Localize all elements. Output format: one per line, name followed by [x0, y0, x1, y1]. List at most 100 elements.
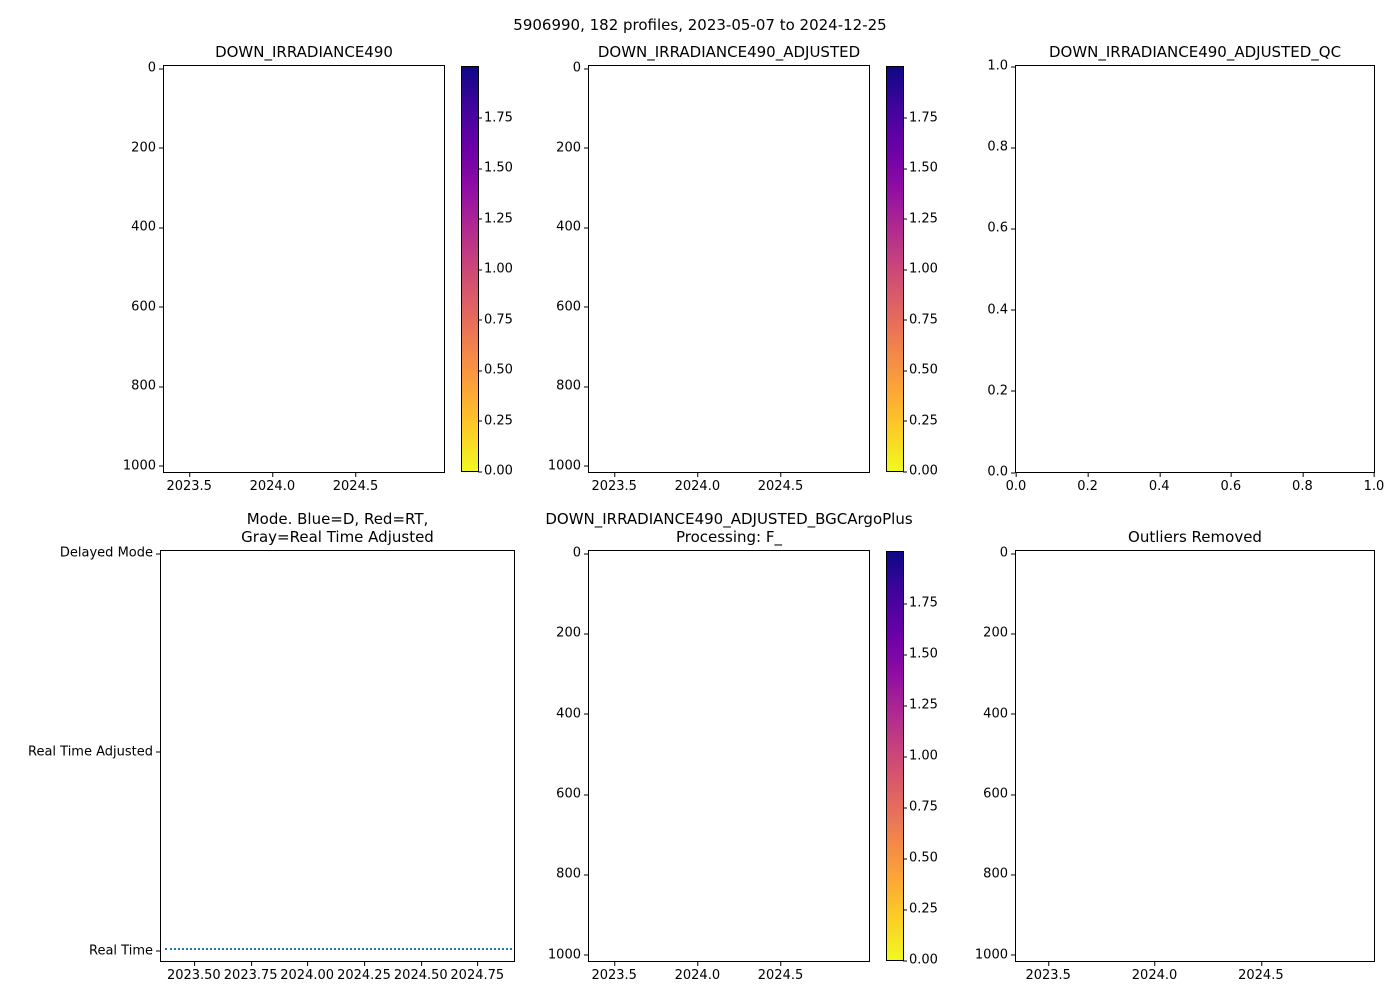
y-tick-label: 400 — [556, 219, 588, 235]
subplot-down-irradiance490-adjusted: DOWN_IRRADIANCE490_ADJUSTED 0 200 400 60… — [548, 43, 938, 494]
x-tick-label: 2024.5 — [757, 473, 804, 494]
colorbar: 0.00 0.25 0.50 0.75 1.00 1.25 1.50 1.75 — [886, 66, 938, 479]
y-tick-label: 600 — [556, 299, 588, 315]
y-tick-label: 800 — [556, 378, 588, 394]
subplot-title: Outliers Removed — [1128, 528, 1262, 546]
subplot-title-line: DOWN_IRRADIANCE490_ADJUSTED_BGCArgoPlus — [545, 510, 913, 528]
y-tick-label: 0 — [147, 60, 164, 76]
colorbar-tick-label: 1.00 — [478, 261, 513, 277]
colorbar-tick-label: 1.00 — [903, 261, 938, 277]
y-tick-label: 0.2 — [987, 383, 1015, 399]
colorbar-tick-label: 1.50 — [903, 160, 938, 176]
colorbar-tick-label: 1.75 — [903, 110, 938, 125]
x-tick-label: 2024.00 — [280, 962, 335, 983]
colorbar-tick-label: 0.50 — [903, 362, 938, 378]
subplot-title: DOWN_IRRADIANCE490_ADJUSTED_QC — [1049, 43, 1341, 61]
subplot-title-line: DOWN_IRRADIANCE490 — [215, 43, 393, 61]
subplot-title: Mode. Blue=D, Red=RT, Gray=Real Time Adj… — [241, 510, 434, 546]
x-tick-label: 2024.5 — [757, 962, 804, 983]
x-tick-label: 0.2 — [1077, 473, 1098, 494]
subplot-title: DOWN_IRRADIANCE490_ADJUSTED_BGCArgoPlus … — [545, 510, 912, 546]
x-tick-label: 2024.50 — [393, 962, 448, 983]
x-tick-label: 0.6 — [1220, 473, 1242, 494]
colorbar-tick-label: 0.25 — [903, 413, 938, 428]
y-tick-label: 800 — [556, 866, 588, 882]
y-tick-label: Real Time — [89, 943, 160, 959]
y-tick-label: 600 — [556, 786, 588, 802]
x-tick-label: 2024.0 — [674, 473, 721, 494]
x-tick-label: 2024.0 — [674, 962, 721, 983]
colorbar-tick-label: 0.75 — [903, 312, 938, 327]
colorbar-tick-label: 0.50 — [478, 362, 513, 378]
subplot-title: DOWN_IRRADIANCE490 — [215, 43, 393, 61]
colorbar-tick-label: 0.75 — [478, 312, 513, 327]
y-tick-label: 400 — [131, 219, 163, 235]
x-tick-label: 2024.0 — [1131, 962, 1178, 983]
y-tick-label: 0 — [572, 545, 589, 561]
figure-title: 5906990, 182 profiles, 2023-05-07 to 202… — [513, 16, 887, 34]
y-tick-label: 200 — [131, 140, 163, 156]
y-tick-label: 800 — [983, 866, 1015, 882]
colorbar-tick-label: 0.00 — [903, 463, 938, 479]
y-tick-label: 1.0 — [987, 58, 1015, 74]
x-tick-label: 2023.5 — [591, 473, 637, 494]
x-tick-label: 2024.5 — [332, 473, 379, 494]
y-tick-label: 0 — [572, 60, 589, 76]
colorbar-tick-label: 1.25 — [903, 211, 938, 226]
y-tick-label: 200 — [556, 140, 588, 156]
subplot-down-irradiance490-adjusted-qc: DOWN_IRRADIANCE490_ADJUSTED_QC 1.0 0.8 0… — [987, 43, 1384, 494]
x-tick-label: 2023.5 — [166, 473, 212, 494]
y-tick-label: 1000 — [547, 947, 589, 963]
subplot-title-line: DOWN_IRRADIANCE490_ADJUSTED — [597, 43, 861, 61]
colorbar-tick-label: 1.75 — [903, 595, 938, 611]
realtime-mode-line — [164, 947, 513, 950]
y-tick-label: 200 — [556, 625, 588, 641]
colorbar-tick-label: 1.25 — [478, 211, 513, 226]
y-tick-label: Real Time Adjusted — [28, 744, 160, 760]
subplot-mode: Mode. Blue=D, Red=RT, Gray=Real Time Adj… — [28, 510, 515, 983]
colorbar-tick-label: 1.75 — [478, 110, 513, 125]
x-tick-label: 2023.50 — [166, 962, 221, 983]
colorbar-tick-label: 1.00 — [903, 748, 938, 764]
subplot-down-irradiance490: DOWN_IRRADIANCE490 0 200 400 600 800 100… — [123, 43, 513, 494]
x-tick-label: 1.0 — [1363, 473, 1385, 494]
colorbar-tick-label: 0.00 — [903, 952, 938, 968]
y-tick-label: 200 — [983, 625, 1015, 641]
x-tick-label: 2023.5 — [591, 962, 637, 983]
x-tick-label: 2023.5 — [1025, 962, 1071, 983]
y-tick-label: 0.8 — [987, 139, 1015, 155]
x-tick-label: 2024.5 — [1238, 962, 1284, 983]
subplot-title: DOWN_IRRADIANCE490_ADJUSTED — [598, 43, 860, 61]
colorbar-tick-label: 0.25 — [478, 413, 513, 428]
y-tick-label: 0.0 — [987, 464, 1015, 480]
colorbar-tick-label: 0.00 — [478, 463, 513, 479]
x-tick-label: 2024.25 — [337, 962, 391, 983]
subplot-bgcargoplus-processing: DOWN_IRRADIANCE490_ADJUSTED_BGCArgoPlus … — [545, 510, 938, 983]
y-tick-label: 600 — [983, 786, 1015, 802]
subplot-title-line: Outliers Removed — [1128, 528, 1262, 546]
x-tick-label: 0.8 — [1292, 473, 1313, 494]
y-tick-label: 0.4 — [987, 302, 1015, 318]
colorbar-tick-label: 1.50 — [903, 646, 938, 662]
colorbar: 0.00 0.25 0.50 0.75 1.00 1.25 1.50 1.75 — [461, 66, 513, 479]
colorbar-tick-label: 0.25 — [903, 901, 938, 917]
subplot-title-line: DOWN_IRRADIANCE490_ADJUSTED_QC — [1048, 43, 1342, 61]
colorbar-tick-label: 1.50 — [478, 160, 513, 176]
colorbar-tick-label: 0.50 — [903, 850, 938, 866]
x-tick-label: 0.0 — [1005, 473, 1027, 494]
colorbar: 0.00 0.25 0.50 0.75 1.00 1.25 1.50 1.75 — [886, 551, 938, 968]
subplot-title-line: Mode. Blue=D, Red=RT, — [246, 510, 429, 528]
y-tick-label: 0 — [999, 545, 1016, 561]
y-tick-label: 0.6 — [987, 220, 1015, 236]
y-tick-label: Delayed Mode — [59, 545, 161, 561]
y-tick-label: 400 — [556, 706, 588, 722]
colorbar-tick-label: 0.75 — [903, 799, 938, 815]
x-tick-label: 2023.75 — [223, 962, 278, 983]
y-tick-label: 600 — [131, 299, 163, 315]
y-tick-label: 1000 — [122, 458, 164, 474]
y-tick-label: 800 — [131, 378, 163, 394]
y-tick-label: 400 — [983, 706, 1015, 722]
subplot-title-line: Processing: F_ — [675, 528, 783, 546]
x-tick-label: 0.4 — [1148, 473, 1170, 494]
